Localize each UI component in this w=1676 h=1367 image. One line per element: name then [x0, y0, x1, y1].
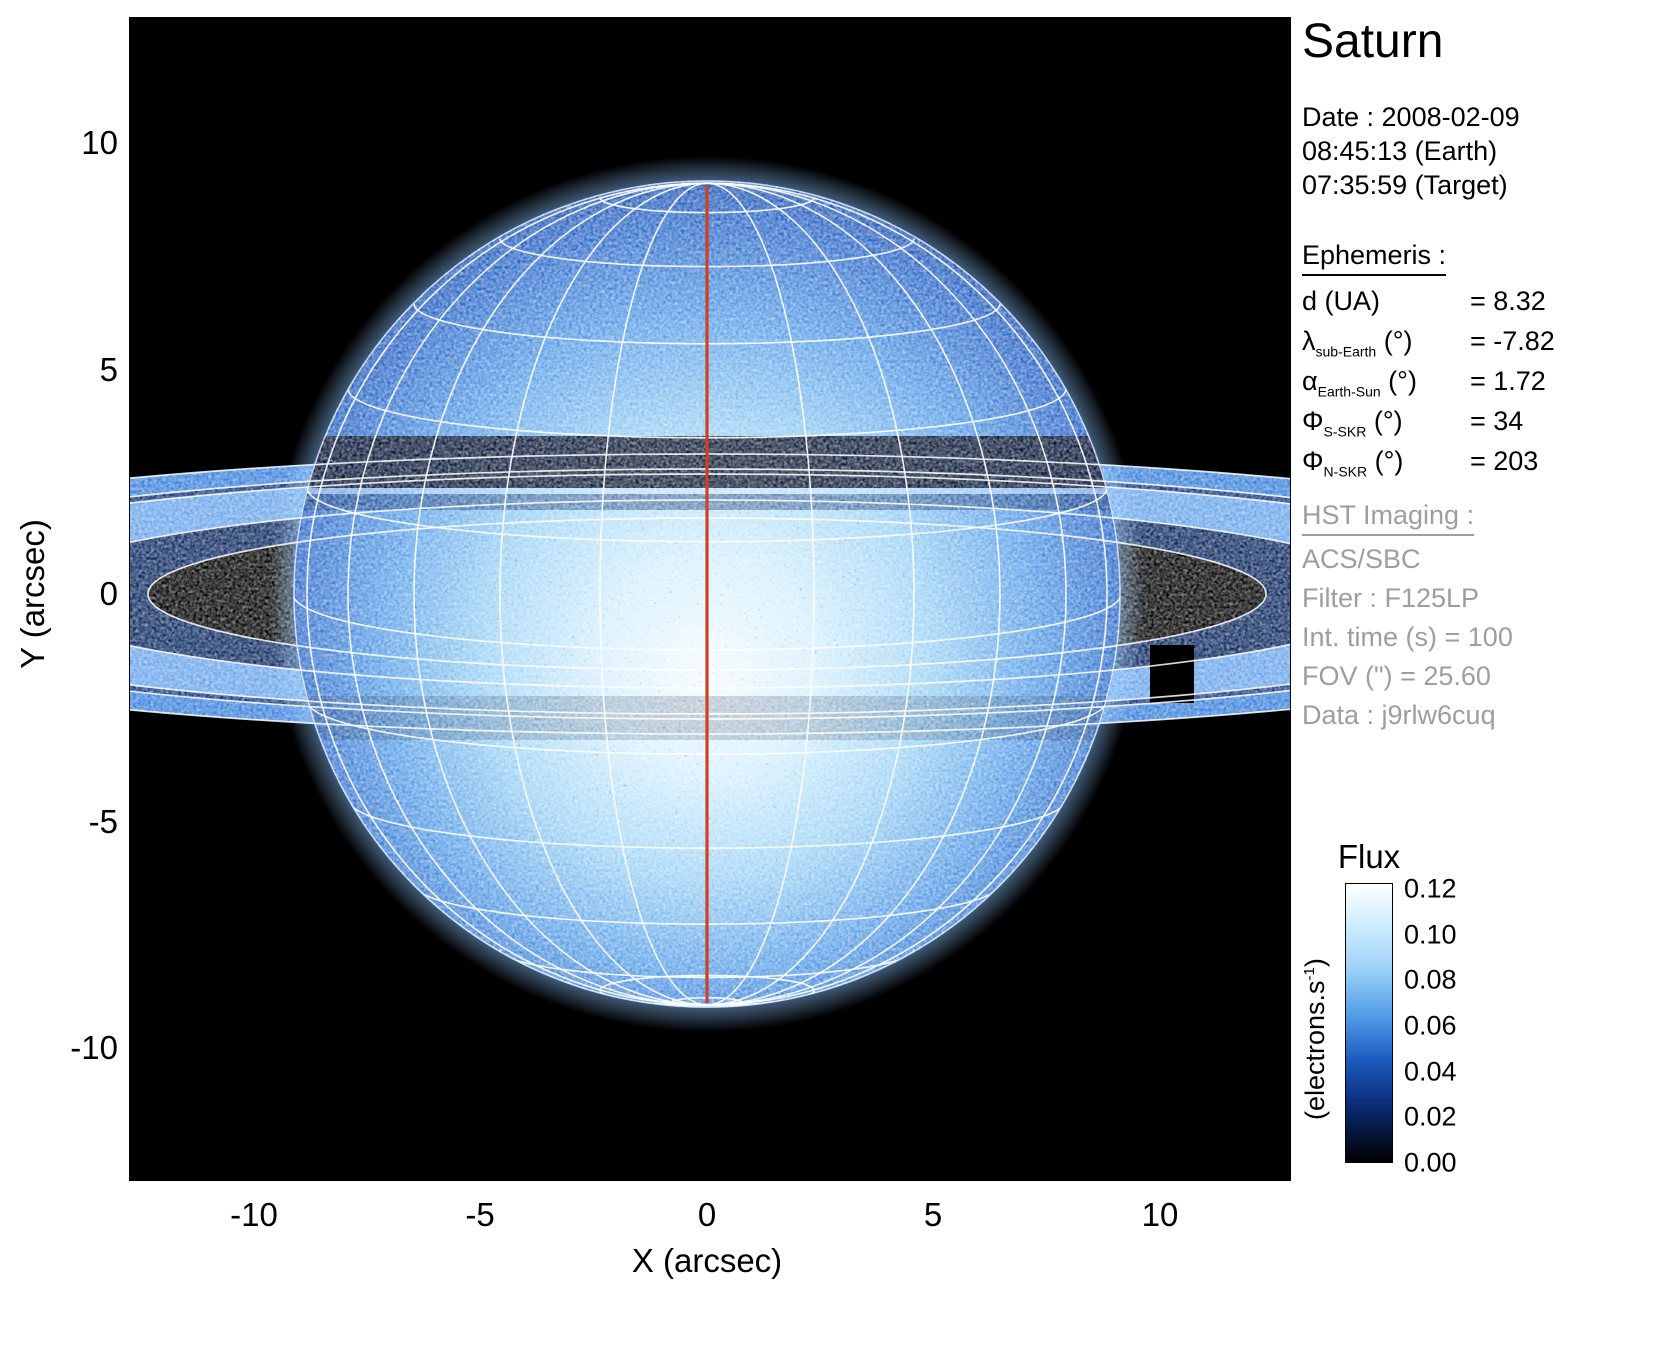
colorbar-tick: 0.10: [1404, 919, 1457, 950]
colorbar-tick: 0.02: [1404, 1101, 1457, 1132]
x-tick-label: 0: [697, 1196, 717, 1233]
saturn-rendering: [130, 18, 1290, 1180]
colorbar-tick: 0.00: [1404, 1147, 1457, 1178]
observation-date: Date : 2008-02-09: [1302, 102, 1520, 132]
ephemeris-row-distance: d (UA) = 8.32: [1302, 286, 1546, 316]
planet-limb-outline: [293, 180, 1121, 1008]
observation-earth-time: 08:45:13 (Earth): [1302, 136, 1498, 166]
x-axis-label: X (arcsec): [631, 1242, 783, 1279]
x-tick-label: 10: [1141, 1196, 1179, 1233]
hst-fov: FOV (") = 25.60: [1302, 661, 1491, 691]
colorbar-unit-label: (electrons.s-1): [1300, 958, 1330, 1120]
ephemeris-row-subearth-lat: λsub-Earth (°) = -7.82: [1302, 326, 1555, 360]
flux-colorbar: [1345, 883, 1393, 1163]
y-tick-label: 5: [99, 351, 118, 388]
y-tick-label: -10: [70, 1029, 118, 1066]
ephemeris-row-phase-angle: αEarth-Sun (°) = 1.72: [1302, 366, 1546, 400]
hst-int-time: Int. time (s) = 100: [1302, 622, 1513, 652]
ephemeris-row-n-skr-phase: ΦN-SKR (°) = 203: [1302, 446, 1539, 480]
x-tick-label: -10: [230, 1196, 278, 1233]
hst-imaging-header: HST Imaging :: [1302, 500, 1475, 536]
colorbar-tick: 0.12: [1404, 873, 1457, 904]
info-sidebar: Saturn Date : 2008-02-09 08:45:13 (Earth…: [1302, 0, 1676, 1367]
colorbar-tick: 0.04: [1404, 1056, 1457, 1087]
colorbar-tick: 0.08: [1404, 964, 1457, 995]
y-tick-label: 10: [81, 124, 118, 161]
detector-artifact: [1150, 645, 1194, 703]
y-tick-label: 0: [99, 575, 118, 612]
hst-data-id: Data : j9rlw6cuq: [1302, 700, 1496, 730]
hst-filter: Filter : F125LP: [1302, 583, 1480, 613]
x-tick-label: 5: [923, 1196, 943, 1233]
ephemeris-header: Ephemeris :: [1302, 240, 1447, 276]
page-title: Saturn: [1302, 15, 1444, 68]
saturn-image-plot: [129, 17, 1291, 1181]
colorbar-tick: 0.06: [1404, 1010, 1457, 1041]
colorbar-title: Flux: [1337, 838, 1401, 875]
ephemeris-row-s-skr-phase: ΦS-SKR (°) = 34: [1302, 406, 1524, 440]
x-tick-label: -5: [465, 1196, 495, 1233]
y-tick-label: -5: [88, 803, 118, 840]
hst-instrument: ACS/SBC: [1302, 544, 1421, 574]
observation-target-time: 07:35:59 (Target): [1302, 170, 1508, 200]
